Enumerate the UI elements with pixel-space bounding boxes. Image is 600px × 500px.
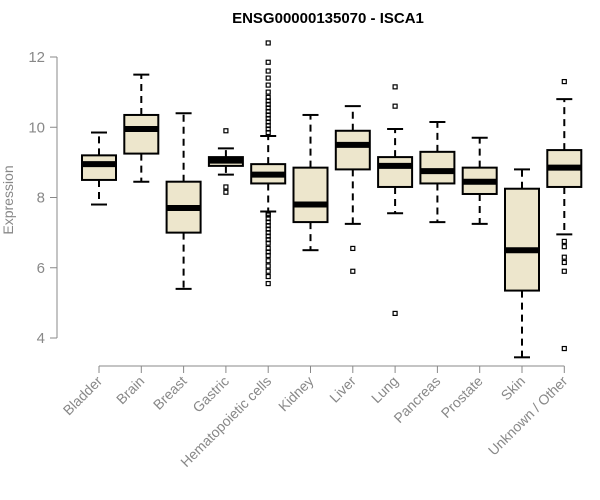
outlier-point [392,103,398,109]
outlier-point [561,345,567,352]
outlier-point [561,254,567,260]
box-group [207,128,244,195]
y-axis: 4 6 8 10 12 [28,49,58,347]
x-tick-label: Brain [113,373,147,407]
box-group [504,168,540,359]
x-tick-label: Kidney [275,373,317,415]
box-group [377,84,414,317]
outlier-point [265,273,271,280]
outlier-point [265,210,271,216]
outlier-point [265,59,271,65]
outlier-point [265,263,271,269]
outlier-point [265,268,271,274]
outlier-point [350,268,356,274]
box-iqr [123,113,160,155]
outlier-point [265,68,271,74]
outlier-point [265,94,271,100]
outlier-point [392,84,398,90]
box-iqr [81,154,117,181]
x-tick-label: Skin [498,373,529,404]
chart-title: ENSG00000135070 - ISCA1 [232,10,424,27]
outlier-point [561,259,567,266]
box-iqr [377,156,414,188]
box-group [165,112,202,290]
y-tick-label: 6 [37,260,45,277]
outlier-point [561,268,567,274]
outlier-point [561,238,567,245]
outlier-point [223,189,229,195]
outlier-point [223,128,229,134]
box-group [292,113,329,252]
y-axis-label: Expression [0,165,16,234]
box-group [419,120,456,224]
x-tick-label: Lung [368,373,401,406]
outlier-point [265,82,271,88]
box-iqr [419,150,456,185]
y-tick-label: 4 [37,330,45,347]
box-iqr [504,187,540,292]
box-group [334,105,371,274]
outlier-point [265,40,271,46]
box-group [123,73,160,183]
outlier-point [561,244,567,250]
box-group [546,78,583,352]
box-group [250,40,287,287]
box-iqr [292,166,329,224]
outlier-point [561,78,567,85]
x-tick-label: Prostate [438,373,486,421]
outlier-point [350,245,356,252]
y-tick-label: 10 [28,119,45,136]
outlier-point [265,258,271,264]
y-tick-label: 12 [28,49,45,66]
outlier-point [223,184,229,190]
x-tick-label: Bladder [60,373,106,419]
outlier-point [265,89,271,95]
x-tick-label: Liver [326,373,359,406]
outlier-point [265,245,271,252]
x-tick-label: Breast [150,373,190,413]
outlier-point [265,280,271,287]
x-tick-label: Pancreas [390,373,443,426]
box-group [461,136,498,225]
outlier-point [392,310,398,317]
y-tick-label: 8 [37,190,45,207]
plot-area [81,40,583,359]
box-iqr [334,129,371,171]
box-group [81,131,117,206]
x-tick-label: Unknown / Other [485,373,571,459]
outlier-point [265,75,271,81]
